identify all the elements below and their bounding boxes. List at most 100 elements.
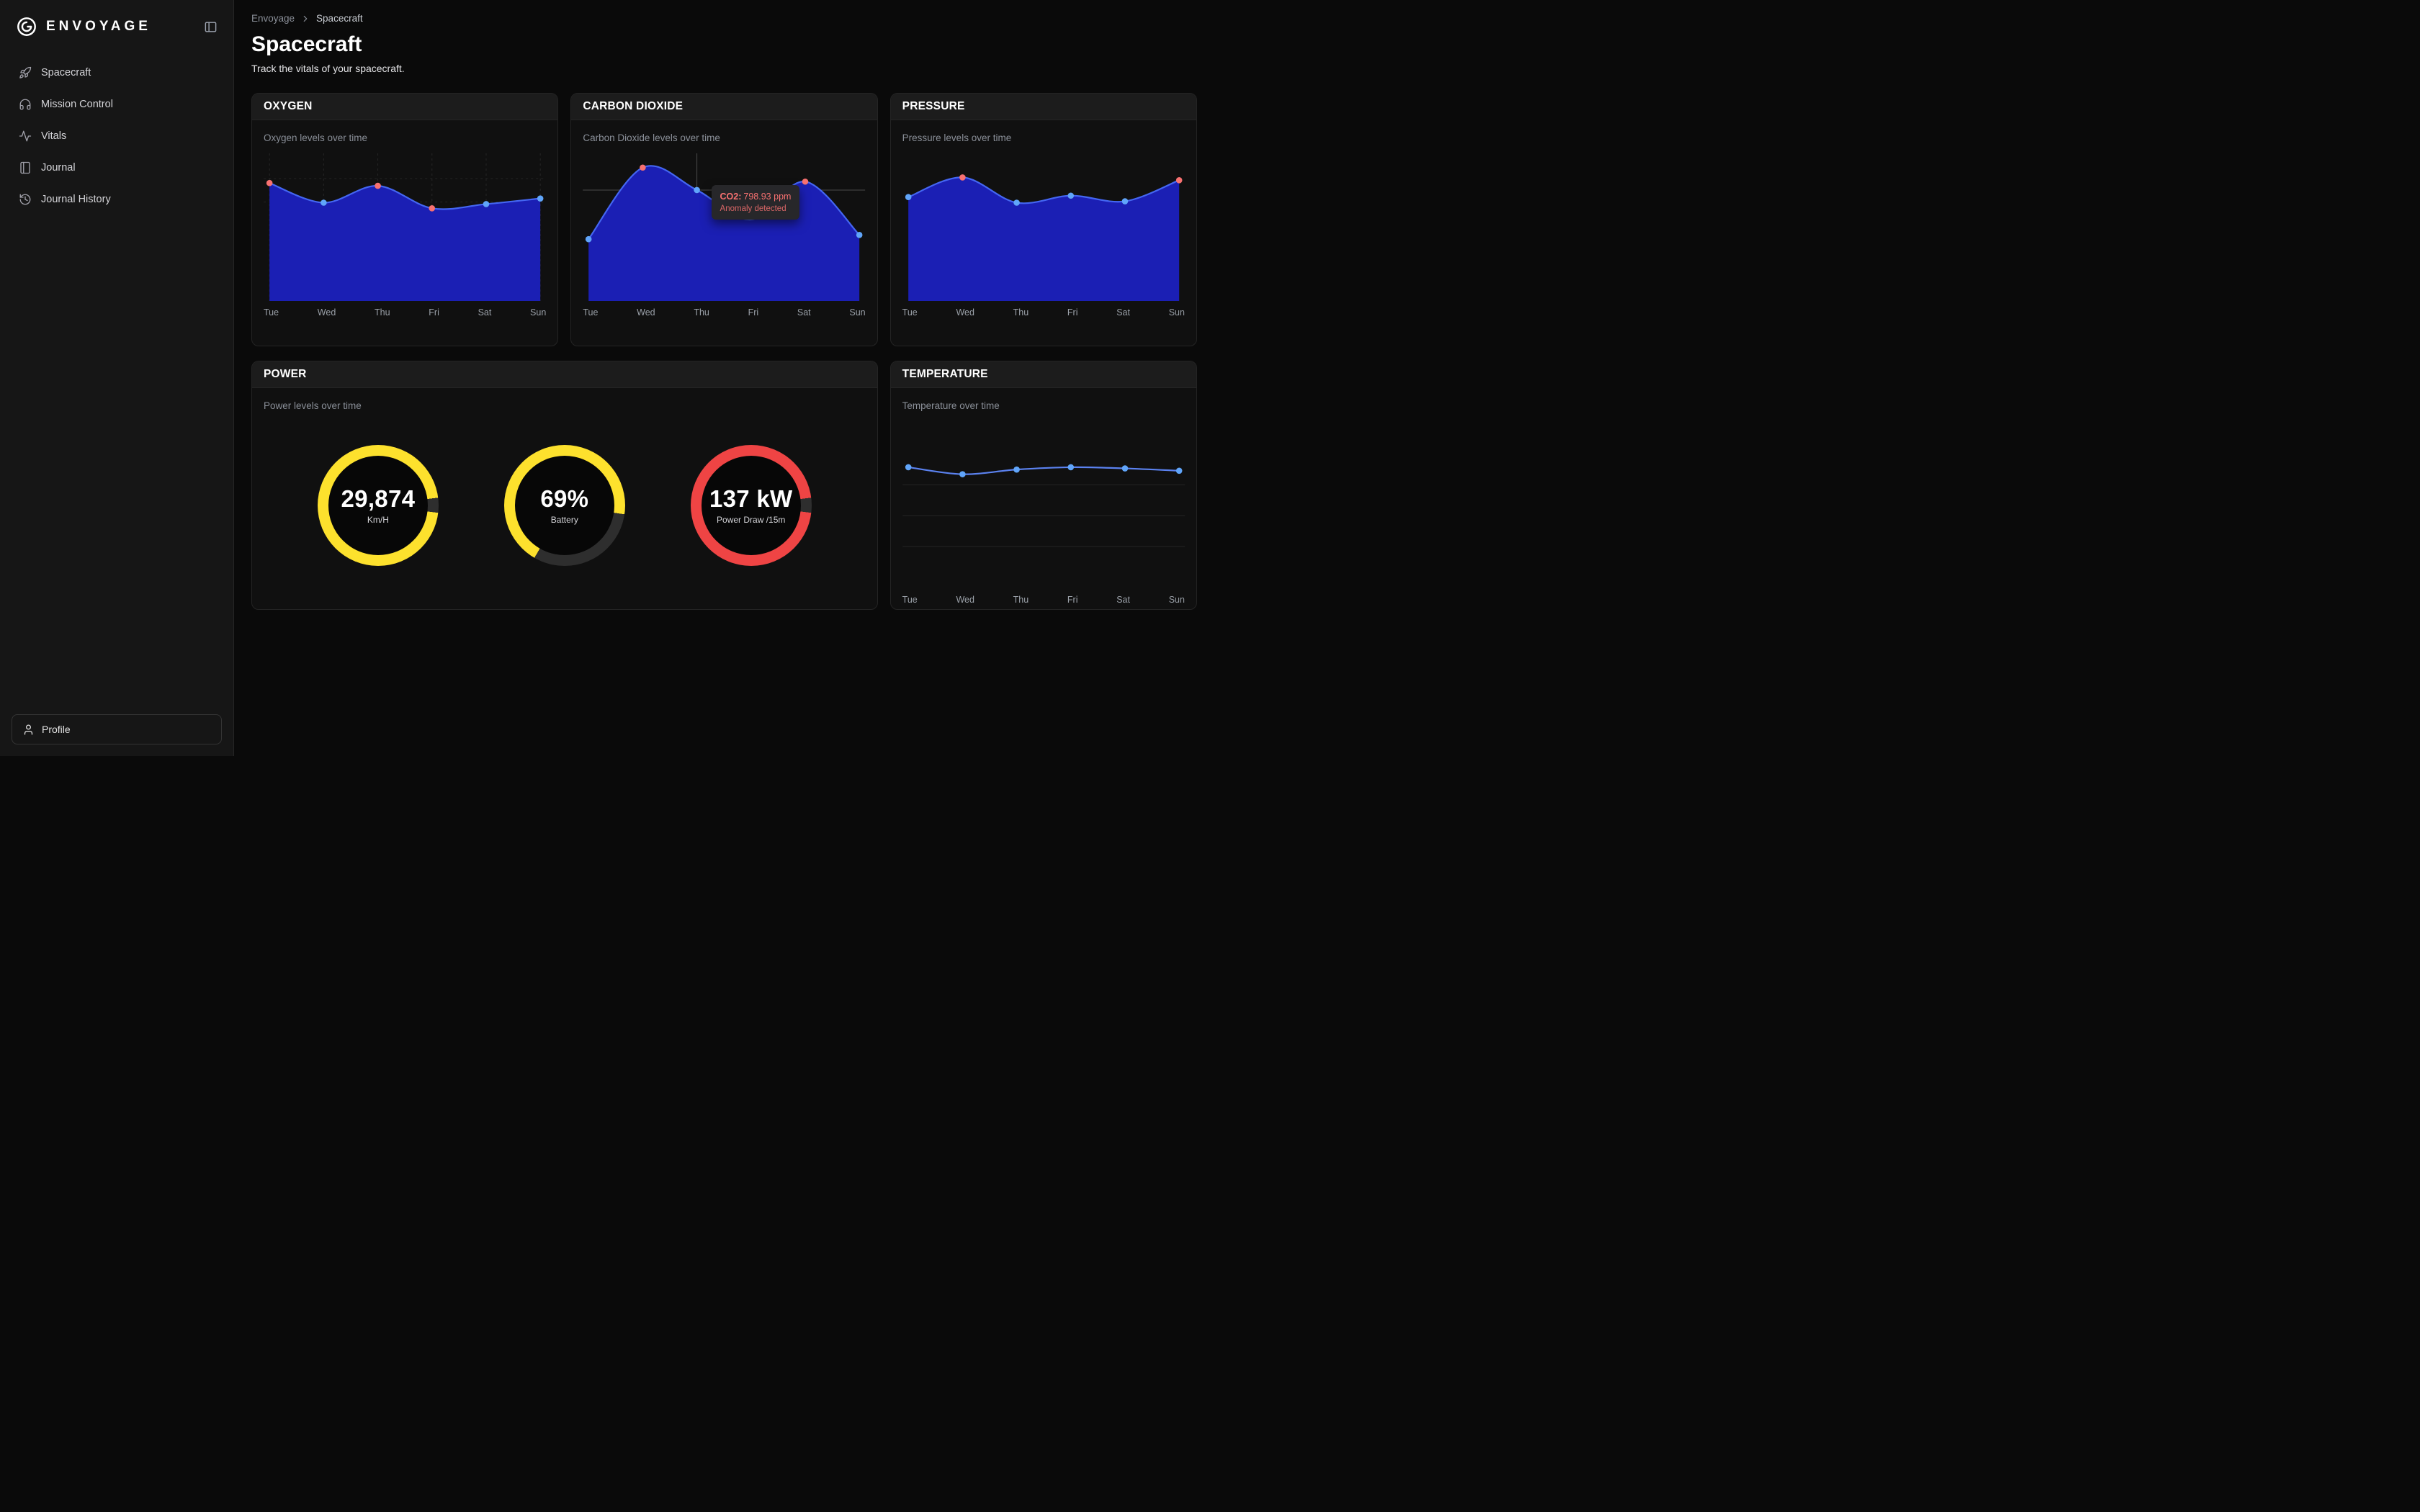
notebook-icon [19,161,32,174]
speed-value: 29,874 [341,485,416,512]
power-card: POWER Power levels over time 29,874 Km/H… [251,361,878,610]
history-icon [19,193,32,206]
carbon-dioxide-chart-wrap: Tue Wed Thu Fri Sat Sun CO2: 798.93 ppm Anomal… [571,143,877,346]
power-draw-value: 137 kW [709,485,793,512]
app-root: ENVOYAGE Spacecraft [0,0,1210,756]
temperature-card-title: TEMPERATURE [890,361,1196,388]
x-axis-label: Sat [1116,307,1130,318]
power-gauges: 29,874 Km/H 69% Battery 137 kW Pow [252,411,877,609]
x-axis-label: Sun [849,307,866,318]
battery-gauge-readout: 69% Battery [540,485,588,525]
temperature-chart-wrap: Tue Wed Thu Fri Sat Sun [891,411,1196,609]
sidebar-item-spacecraft[interactable]: Spacecraft [12,59,222,86]
sidebar-item-mission-control[interactable]: Mission Control [12,91,222,118]
user-icon [22,724,35,736]
x-axis-label: Sun [1168,307,1185,318]
temperature-chart[interactable] [902,441,1185,565]
x-axis-label: Thu [694,307,709,318]
sidebar-item-vitals[interactable]: Vitals [12,122,222,150]
x-axis-label: Wed [956,307,974,318]
x-axis-label: Fri [1067,307,1078,318]
sidebar-item-label: Journal History [41,194,111,205]
carbon-dioxide-card-subtitle: Carbon Dioxide levels over time [583,132,720,143]
sidebar-item-journal-history[interactable]: Journal History [12,186,222,213]
pressure-chart[interactable] [902,153,1185,301]
x-axis-label: Fri [748,307,759,318]
power-draw-label: Power Draw /15m [717,515,786,525]
x-axis-label: Fri [429,307,439,318]
x-axis-label: Tue [902,307,918,318]
breadcrumb-root[interactable]: Envoyage [251,13,295,24]
x-axis-label: Wed [637,307,655,318]
x-axis-label: Tue [583,307,599,318]
speed-gauge: 29,874 Km/H [317,444,439,566]
x-axis-label: Thu [375,307,390,318]
speed-gauge-readout: 29,874 Km/H [341,485,416,525]
sidebar-nav: Spacecraft Mission Control Vitals [12,59,222,213]
cards-row-2: POWER Power levels over time 29,874 Km/H… [251,361,1197,624]
sidebar-item-label: Spacecraft [41,67,91,78]
battery-gauge: 69% Battery [503,444,625,566]
tooltip-note: Anomaly detected [720,204,786,213]
power-card-subtitle: Power levels over time [264,400,362,411]
pressure-card-subtitle: Pressure levels over time [902,132,1012,143]
co2-chart-svg [583,153,866,301]
oxygen-x-axis-labels: Tue Wed Thu Fri Sat Sun [264,301,546,318]
battery-label: Battery [550,515,578,525]
oxygen-card-subtitle: Oxygen levels over time [264,132,368,143]
x-axis-label: Sat [478,307,492,318]
x-axis-label: Fri [1067,595,1078,605]
x-axis-label: Wed [956,595,974,605]
power-card-title: POWER [252,361,877,388]
co2-anomaly-tooltip: CO2: 798.93 ppm Anomaly detected [711,185,800,220]
sidebar: ENVOYAGE Spacecraft [0,0,234,756]
profile-button[interactable]: Profile [12,714,222,744]
carbon-dioxide-card: CARBON DIOXIDE Carbon Dioxide levels ove… [570,93,878,346]
main-content: Envoyage Spacecraft Spacecraft Track the… [234,0,1210,756]
pressure-x-axis-labels: Tue Wed Thu Fri Sat Sun [902,301,1185,318]
temperature-card-subtitle: Temperature over time [902,400,1000,411]
breadcrumb: Envoyage Spacecraft [251,13,1197,24]
oxygen-chart-svg [264,153,547,301]
power-draw-gauge: 137 kW Power Draw /15m [690,444,812,566]
page-title: Spacecraft [251,32,362,56]
sidebar-collapse-icon[interactable] [204,20,218,34]
temperature-chart-svg [902,464,1185,547]
cards-row-1: OXYGEN Oxygen levels over time Tue Wed Thu… [251,93,1197,361]
headset-icon [19,98,32,111]
rocket-icon [19,66,32,79]
oxygen-card: OXYGEN Oxygen levels over time Tue Wed Thu… [251,93,559,346]
x-axis-label: Sat [797,307,811,318]
power-draw-gauge-readout: 137 kW Power Draw /15m [709,485,793,525]
chevron-right-icon [300,14,310,24]
breadcrumb-current: Spacecraft [316,13,363,24]
sidebar-item-journal[interactable]: Journal [12,154,222,181]
sidebar-item-label: Mission Control [41,99,113,110]
app-wordmark: ENVOYAGE [46,19,151,34]
temperature-x-axis-labels: Tue Wed Thu Fri Sat Sun [902,588,1185,605]
x-axis-label: Thu [1013,307,1029,318]
pulse-icon [19,130,32,143]
carbon-dioxide-x-axis-labels: Tue Wed Thu Fri Sat Sun [583,301,865,318]
logo-icon [16,16,37,37]
oxygen-card-title: OXYGEN [252,94,558,120]
pressure-card-title: PRESSURE [890,94,1196,120]
sidebar-header: ENVOYAGE [12,13,222,53]
battery-value: 69% [540,485,589,512]
x-axis-label: Sat [1116,595,1130,605]
x-axis-label: Thu [1013,595,1029,605]
carbon-dioxide-chart[interactable] [583,153,866,301]
x-axis-label: Wed [317,307,336,318]
x-axis-label: Sun [1168,595,1185,605]
carbon-dioxide-card-title: CARBON DIOXIDE [571,94,877,120]
profile-button-label: Profile [42,724,71,735]
pressure-card: PRESSURE Pressure levels over time Tue We… [889,93,1197,346]
oxygen-chart[interactable] [264,153,547,301]
x-axis-label: Tue [264,307,279,318]
x-axis-label: Sun [530,307,547,318]
tooltip-value-line: CO2: 798.93 ppm [720,192,792,202]
sidebar-item-label: Journal [41,162,76,174]
speed-label: Km/H [367,515,389,525]
oxygen-chart-wrap: Tue Wed Thu Fri Sat Sun [252,143,557,346]
x-axis-label: Tue [902,595,918,605]
